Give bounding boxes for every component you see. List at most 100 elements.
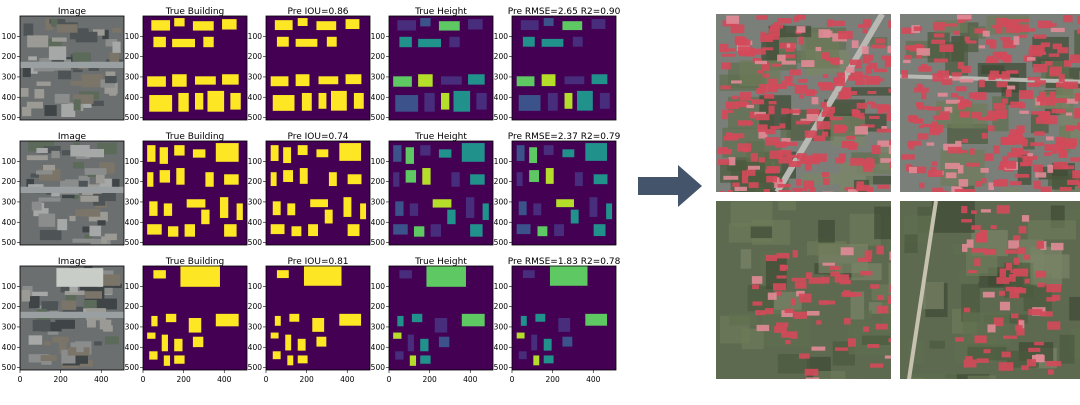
building-footprint [195, 76, 216, 85]
building-roof [880, 158, 891, 163]
building-roof [781, 60, 796, 65]
building-footprint [147, 172, 154, 187]
building-roof [1021, 150, 1029, 155]
building-roof [1021, 365, 1029, 370]
building-roof [1034, 80, 1046, 85]
building-roof [962, 243, 968, 252]
building-roof [1000, 37, 1011, 41]
y-tick-label: 100 [125, 282, 140, 291]
building-roof [751, 276, 763, 284]
building-roof [1070, 157, 1080, 162]
building-footprint [543, 338, 552, 351]
building-roof [775, 291, 782, 296]
building-roof [821, 172, 830, 178]
building-footprint [270, 145, 279, 161]
building-roof [818, 300, 829, 305]
building-roof [907, 141, 913, 147]
building-roof [998, 290, 1006, 296]
building-roof [997, 114, 1007, 119]
building-roof [1018, 34, 1027, 38]
building-roof [1014, 173, 1030, 178]
building-footprint [192, 21, 214, 31]
building-footprint [308, 224, 318, 237]
building-roof [762, 73, 770, 78]
y-tick-label: 500 [371, 238, 386, 247]
building-roof [756, 70, 764, 74]
building-roof [992, 51, 1007, 57]
building-footprint [272, 201, 281, 216]
building-roof [820, 276, 830, 284]
building-roof [789, 69, 801, 76]
building-roof [784, 76, 793, 82]
aerial-image-panel [19, 265, 125, 371]
y-tick-label: 300 [248, 72, 263, 81]
building-roof [1035, 270, 1047, 278]
y-tick-label: 100 [371, 282, 386, 291]
building-roof [971, 248, 987, 253]
building-roof [749, 111, 756, 119]
y-tick-label: 300 [248, 197, 263, 206]
building-roof [1017, 247, 1026, 255]
building-footprint [224, 224, 237, 237]
y-tick-label: 400 [248, 343, 263, 352]
building-roof [877, 106, 883, 114]
building-footprint [420, 338, 429, 352]
y-tick-label: 500 [2, 113, 17, 122]
building-footprint [224, 174, 239, 185]
building-roof [955, 140, 962, 150]
building-roof [929, 128, 941, 136]
building-roof [794, 281, 807, 289]
building-roof [1013, 257, 1020, 265]
y-tick-label: 200 [125, 302, 140, 311]
building-footprint [426, 266, 466, 287]
building-footprint [516, 332, 525, 339]
building-footprint [287, 203, 296, 216]
building-roof [1018, 226, 1027, 234]
building-footprint [516, 172, 523, 187]
building-roof [1049, 66, 1062, 74]
building-roof [904, 55, 913, 60]
building-footprint [331, 90, 347, 111]
building-roof [971, 210, 977, 214]
building-roof [776, 84, 787, 90]
building-roof [758, 129, 768, 139]
building-roof [1077, 15, 1080, 25]
y-tick-label: 500 [371, 113, 386, 122]
building-roof [875, 323, 888, 330]
building-roof [862, 19, 872, 26]
building-roof [1005, 26, 1014, 33]
building-footprint [395, 201, 404, 216]
building-roof [996, 205, 1010, 214]
building-roof [1047, 164, 1054, 173]
building-roof [756, 87, 765, 95]
building-roof [1051, 149, 1057, 154]
building-roof [771, 24, 784, 29]
x-tick-label: 0 [141, 375, 146, 384]
building-footprint [518, 95, 541, 111]
building-roof [982, 30, 990, 37]
aerial-image-panel [19, 140, 125, 246]
building-roof [836, 72, 846, 82]
building-footprint [312, 318, 325, 332]
building-roof [954, 189, 966, 192]
building-roof [911, 166, 927, 174]
building-roof [874, 38, 885, 44]
building-roof [820, 102, 827, 108]
building-roof [1001, 351, 1011, 358]
building-roof [945, 172, 957, 179]
building-footprint [520, 315, 527, 326]
building-roof [982, 291, 995, 298]
building-roof [768, 100, 777, 105]
building-footprint [593, 224, 606, 237]
building-footprint [407, 334, 414, 352]
y-tick-label: 100 [248, 157, 263, 166]
building-roof [1010, 147, 1024, 155]
building-roof [876, 104, 889, 109]
aerial-image-panel [19, 15, 125, 121]
building-roof [866, 186, 874, 192]
y-tick-label: 100 [2, 282, 17, 291]
building-roof [815, 46, 822, 52]
building-roof [889, 284, 891, 293]
x-tick-label: 0 [264, 375, 269, 384]
building-roof [916, 48, 931, 56]
